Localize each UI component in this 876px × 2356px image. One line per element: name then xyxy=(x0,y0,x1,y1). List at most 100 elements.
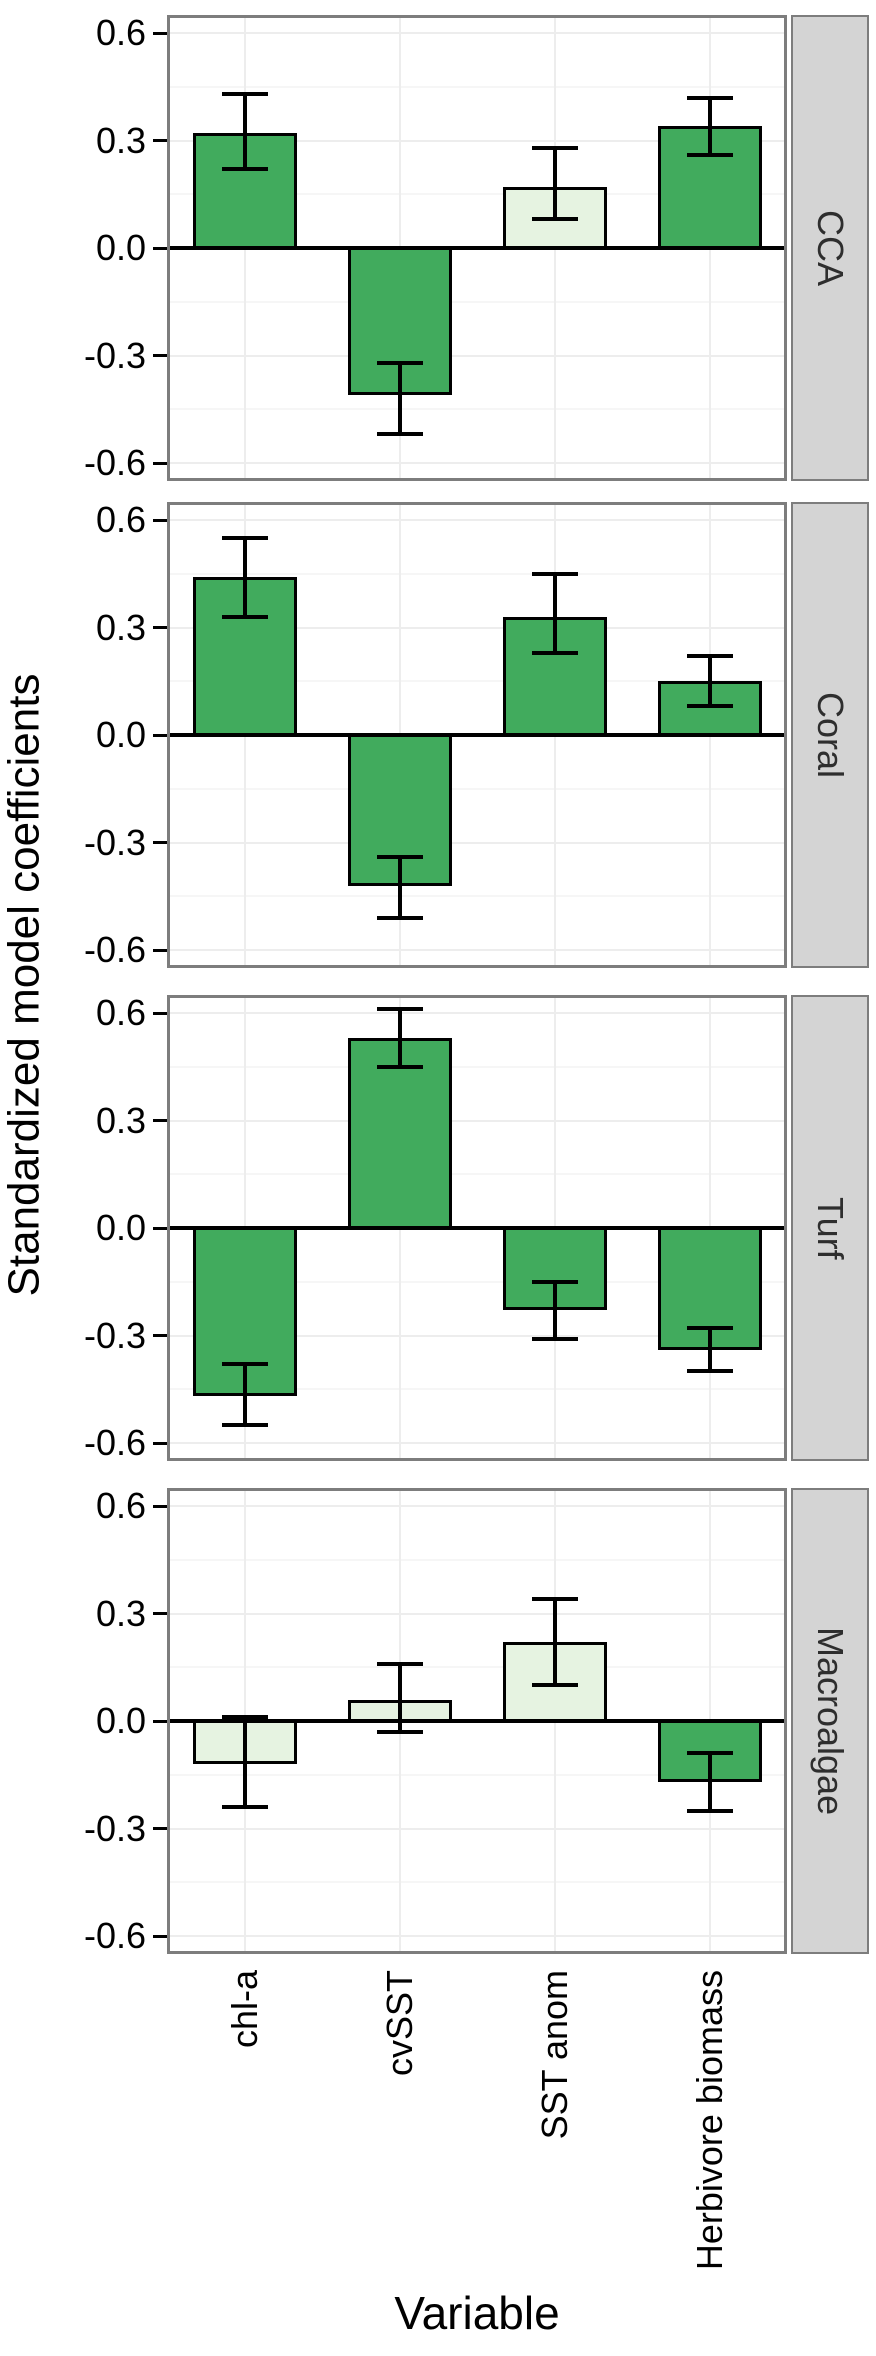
y-tick-mark xyxy=(153,733,167,737)
error-bar-macroalgae-herbivore-biomass xyxy=(707,1753,712,1811)
facet-strip-label-coral: Coral xyxy=(810,691,851,779)
zero-line xyxy=(167,733,787,737)
error-bar-turf-sst-anom-cap-bottom xyxy=(531,1337,578,1342)
y-tick-mark xyxy=(153,518,167,522)
gridline-major xyxy=(167,354,787,357)
x-category-label-chl-a: chl-a xyxy=(223,1970,265,2049)
y-tick-label: 0.6 xyxy=(95,992,146,1033)
error-bar-cca-sst-anom-cap-top xyxy=(531,145,578,150)
error-bar-coral-chl-a xyxy=(242,537,247,617)
y-tick-mark xyxy=(153,31,167,35)
error-bar-turf-herbivore-biomass xyxy=(707,1328,712,1372)
y-tick-label: 0.3 xyxy=(95,119,146,161)
error-bar-coral-sst-anom xyxy=(552,573,557,653)
gridline-major xyxy=(167,139,787,142)
error-bar-coral-cvsst-cap-top xyxy=(376,854,423,859)
facet-panel-cca xyxy=(167,15,787,481)
y-tick-mark xyxy=(153,1504,167,1508)
gridline-major xyxy=(167,1119,787,1122)
gridline-minor xyxy=(167,300,787,303)
y-tick-mark xyxy=(153,1827,167,1830)
gridline-minor xyxy=(167,787,787,790)
zero-line xyxy=(167,246,787,250)
y-tick-label: -0.3 xyxy=(83,1314,146,1356)
error-bar-coral-herbivore-biomass-cap-bottom xyxy=(686,704,733,709)
error-bar-coral-herbivore-biomass xyxy=(707,656,712,707)
error-bar-macroalgae-cvsst xyxy=(397,1663,402,1732)
error-bar-cca-sst-anom xyxy=(552,147,557,220)
gridline-minor xyxy=(167,572,787,575)
y-tick-mark xyxy=(153,1612,167,1615)
y-tick-mark xyxy=(153,841,167,844)
error-bar-macroalgae-sst-anom-cap-bottom xyxy=(531,1683,578,1688)
x-category-label-sst-anom: SST anom xyxy=(533,1970,575,2140)
error-bar-turf-sst-anom-cap-top xyxy=(531,1279,578,1284)
error-bar-macroalgae-sst-anom-cap-top xyxy=(531,1597,578,1602)
gridline-minor xyxy=(167,408,787,411)
gridline-minor xyxy=(167,1881,787,1884)
error-bar-cca-chl-a-cap-bottom xyxy=(221,167,268,172)
y-tick-label: 0.3 xyxy=(95,1592,146,1634)
error-bar-macroalgae-cvsst-cap-top xyxy=(376,1661,423,1666)
facet-strip-turf: Turf xyxy=(791,995,869,1461)
error-bar-turf-herbivore-biomass-cap-bottom xyxy=(686,1369,733,1374)
y-tick-label: 0.6 xyxy=(95,1485,146,1526)
bar-turf-herbivore-biomass xyxy=(657,1227,762,1350)
gridline-major xyxy=(167,1505,787,1507)
error-bar-turf-chl-a-cap-top xyxy=(221,1362,268,1367)
gridline-major xyxy=(167,949,787,951)
error-bar-macroalgae-sst-anom xyxy=(552,1599,557,1686)
gridline-minor xyxy=(167,193,787,196)
gridline-minor xyxy=(167,1666,787,1669)
error-bar-coral-chl-a-cap-bottom xyxy=(221,614,268,619)
y-tick-mark xyxy=(153,1934,167,1938)
error-bar-cca-chl-a-cap-top xyxy=(221,91,268,96)
error-bar-macroalgae-chl-a-cap-bottom xyxy=(221,1805,268,1809)
y-tick-mark xyxy=(153,1334,167,1337)
y-axis-title: Standardized model coefficients xyxy=(0,673,48,1297)
gridline-minor xyxy=(167,85,787,88)
gridline-major xyxy=(167,1612,787,1615)
error-bar-cca-cvsst-cap-top xyxy=(376,360,423,365)
y-tick-label: -0.6 xyxy=(83,929,146,970)
y-tick-label: -0.3 xyxy=(83,334,146,376)
error-bar-coral-herbivore-biomass-cap-top xyxy=(686,654,733,659)
zero-line xyxy=(167,1226,787,1230)
y-tick-label: 0.0 xyxy=(95,714,146,755)
y-tick-label: -0.6 xyxy=(83,1422,146,1463)
gridline-major xyxy=(167,1442,787,1444)
error-bar-macroalgae-cvsst-cap-bottom xyxy=(376,1729,423,1734)
y-tick-mark xyxy=(153,246,167,250)
error-bar-turf-sst-anom xyxy=(552,1281,557,1340)
y-tick-label: 0.6 xyxy=(95,499,146,540)
y-tick-label: 0.3 xyxy=(95,606,146,648)
gridline-major xyxy=(167,841,787,844)
error-bar-cca-herbivore-biomass-cap-top xyxy=(686,95,733,100)
error-bar-turf-herbivore-biomass-cap-top xyxy=(686,1326,733,1331)
x-axis-title: Variable xyxy=(394,2287,560,2339)
error-bar-cca-herbivore-biomass xyxy=(707,97,712,155)
gridline-major xyxy=(167,519,787,521)
error-bar-macroalgae-chl-a xyxy=(242,1717,247,1807)
y-tick-mark xyxy=(153,1226,167,1230)
gridline-major xyxy=(167,1334,787,1337)
gridline-minor xyxy=(167,1558,787,1561)
facet-strip-macroalgae: Macroalgae xyxy=(791,1488,869,1954)
error-bar-cca-herbivore-biomass-cap-bottom xyxy=(686,152,733,157)
x-category-label-cvsst: cvSST xyxy=(378,1970,420,2077)
error-bar-turf-chl-a xyxy=(242,1364,247,1426)
gridline-major xyxy=(167,32,787,34)
y-tick-mark xyxy=(153,626,167,629)
error-bar-turf-chl-a-cap-bottom xyxy=(221,1423,268,1428)
y-tick-mark xyxy=(153,1719,167,1723)
facet-strip-label-cca: CCA xyxy=(810,209,851,286)
error-bar-macroalgae-chl-a-cap-top xyxy=(221,1715,268,1720)
error-bar-turf-cvsst-cap-bottom xyxy=(376,1064,423,1069)
y-tick-mark xyxy=(153,1011,167,1015)
y-tick-mark xyxy=(153,461,167,465)
y-tick-label: 0.0 xyxy=(95,1207,146,1248)
gridline-major xyxy=(167,626,787,629)
error-bar-cca-cvsst xyxy=(397,362,402,435)
y-tick-label: 0.0 xyxy=(95,227,146,268)
